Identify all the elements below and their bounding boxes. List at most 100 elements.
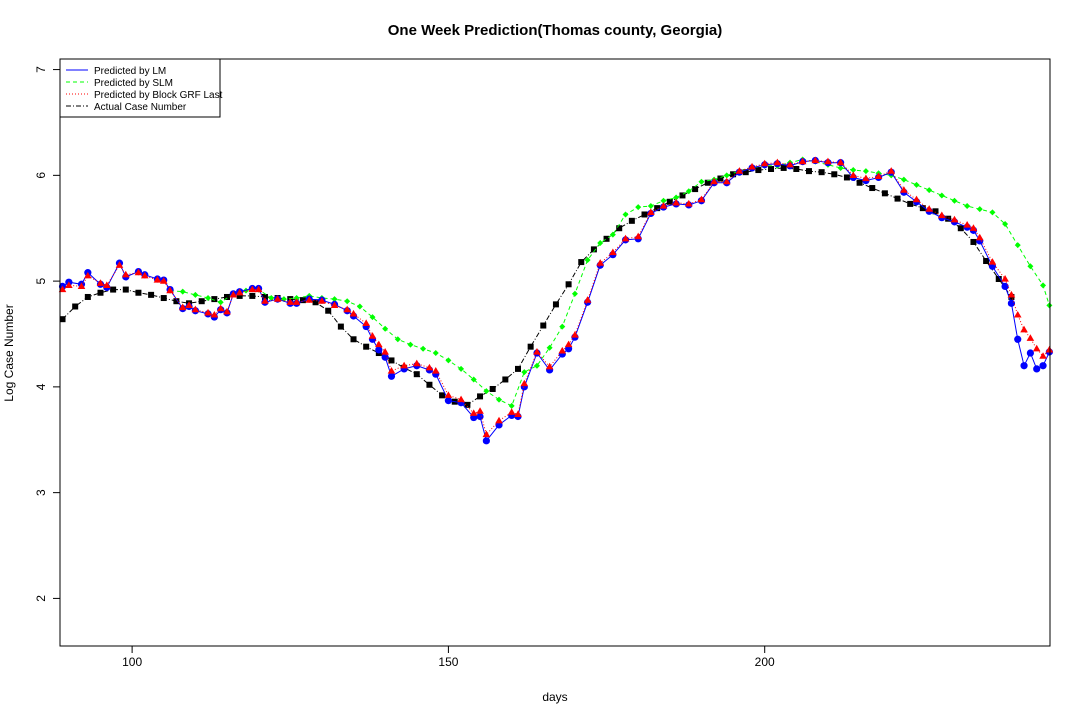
- data-point-grf: [583, 296, 592, 303]
- data-point-actual: [970, 238, 977, 245]
- data-point-grf: [798, 157, 807, 165]
- data-point-grf: [697, 195, 706, 203]
- data-point-grf: [375, 340, 383, 348]
- data-point-grf: [874, 172, 883, 179]
- data-point-grf: [647, 208, 655, 215]
- data-point-grf: [659, 202, 668, 209]
- y-tick-label: 4: [34, 383, 48, 390]
- data-point-lm: [1014, 335, 1022, 343]
- data-point-grf: [318, 297, 326, 304]
- data-point-grf: [235, 288, 244, 296]
- data-point-grf: [292, 298, 301, 305]
- data-point-slm: [217, 299, 224, 306]
- data-point-slm: [508, 402, 515, 409]
- data-point-grf: [178, 303, 187, 311]
- data-point-actual: [692, 186, 699, 193]
- data-point-actual: [717, 175, 724, 182]
- data-point-slm: [205, 295, 212, 302]
- data-point-actual: [514, 365, 521, 372]
- data-point-grf: [457, 395, 465, 403]
- data-point-slm: [344, 298, 351, 305]
- data-point-lm: [381, 353, 389, 361]
- data-point-slm: [622, 211, 629, 218]
- data-point-actual: [894, 195, 901, 202]
- data-point-slm: [1027, 263, 1034, 270]
- data-point-actual: [932, 208, 939, 215]
- data-point-grf: [210, 310, 219, 318]
- data-point-actual: [122, 286, 129, 293]
- data-point-actual: [565, 281, 572, 288]
- data-point-grf: [305, 296, 314, 303]
- data-point-actual: [249, 292, 256, 299]
- legend-label-slm: Predicted by SLM: [94, 78, 173, 89]
- data-point-actual: [59, 316, 66, 323]
- data-point-grf: [159, 277, 168, 284]
- data-point-slm: [559, 323, 566, 330]
- data-point-grf: [710, 177, 718, 185]
- data-point-grf: [887, 167, 896, 174]
- data-point-actual: [995, 275, 1002, 282]
- data-point-actual: [768, 165, 775, 172]
- data-point-actual: [135, 289, 142, 296]
- data-point-grf: [400, 361, 408, 369]
- data-point-actual: [97, 289, 104, 296]
- legend: Predicted by LM Predicted by SLM Predict…: [59, 58, 223, 118]
- data-point-actual: [413, 371, 420, 378]
- data-point-grf: [286, 298, 295, 305]
- data-point-actual: [261, 293, 268, 300]
- x-tick-label: 150: [438, 655, 458, 669]
- data-point-slm: [685, 188, 692, 195]
- data-point-grf: [634, 232, 642, 240]
- data-point-lm: [1007, 299, 1016, 307]
- legend-box: [59, 58, 221, 118]
- legend-label-grf: Predicted by Block GRF Last: [94, 90, 223, 101]
- data-point-grf: [204, 308, 212, 316]
- data-point-grf: [938, 211, 946, 219]
- data-point-actual: [350, 336, 357, 343]
- data-point-grf: [596, 259, 605, 266]
- data-point-grf: [672, 198, 680, 206]
- data-point-grf: [412, 359, 421, 367]
- data-point-slm: [938, 192, 945, 199]
- data-point-grf: [273, 295, 282, 302]
- data-point-grf: [520, 379, 529, 387]
- data-point-slm: [913, 181, 920, 188]
- data-point-grf: [469, 409, 478, 416]
- data-point-slm: [597, 240, 604, 247]
- data-point-slm: [445, 357, 452, 364]
- data-point-grf: [444, 391, 453, 398]
- data-point-grf: [134, 268, 143, 276]
- data-point-grf: [849, 171, 858, 178]
- data-point-slm: [951, 197, 958, 204]
- x-axis: 100 150 200: [122, 646, 775, 669]
- data-point-slm: [1040, 282, 1047, 289]
- data-point-slm: [496, 396, 503, 403]
- data-point-grf: [216, 304, 225, 312]
- data-point-slm: [179, 288, 186, 295]
- data-point-grf: [735, 167, 744, 174]
- data-point-slm: [989, 209, 996, 216]
- data-point-slm: [571, 290, 578, 297]
- data-point-grf: [476, 407, 484, 414]
- data-point-lm: [1001, 282, 1009, 290]
- data-point-actual: [439, 392, 446, 399]
- data-point-actual: [793, 165, 800, 172]
- data-point-actual: [337, 323, 344, 330]
- y-tick-label: 2: [34, 595, 48, 602]
- data-point-grf: [760, 159, 769, 167]
- data-point-actual: [552, 301, 559, 308]
- data-point-actual: [805, 168, 812, 175]
- data-point-actual: [160, 295, 167, 302]
- data-point-grf: [254, 285, 263, 293]
- data-point-actual: [224, 293, 231, 300]
- data-point-grf: [58, 285, 67, 293]
- data-point-grf: [609, 248, 617, 256]
- plot-area: [58, 156, 1054, 445]
- data-point-slm: [698, 178, 705, 185]
- data-point-grf: [507, 408, 516, 415]
- data-point-grf: [166, 286, 174, 294]
- data-point-actual: [312, 299, 319, 306]
- x-axis-label: days: [542, 690, 567, 704]
- data-point-grf: [1020, 325, 1028, 333]
